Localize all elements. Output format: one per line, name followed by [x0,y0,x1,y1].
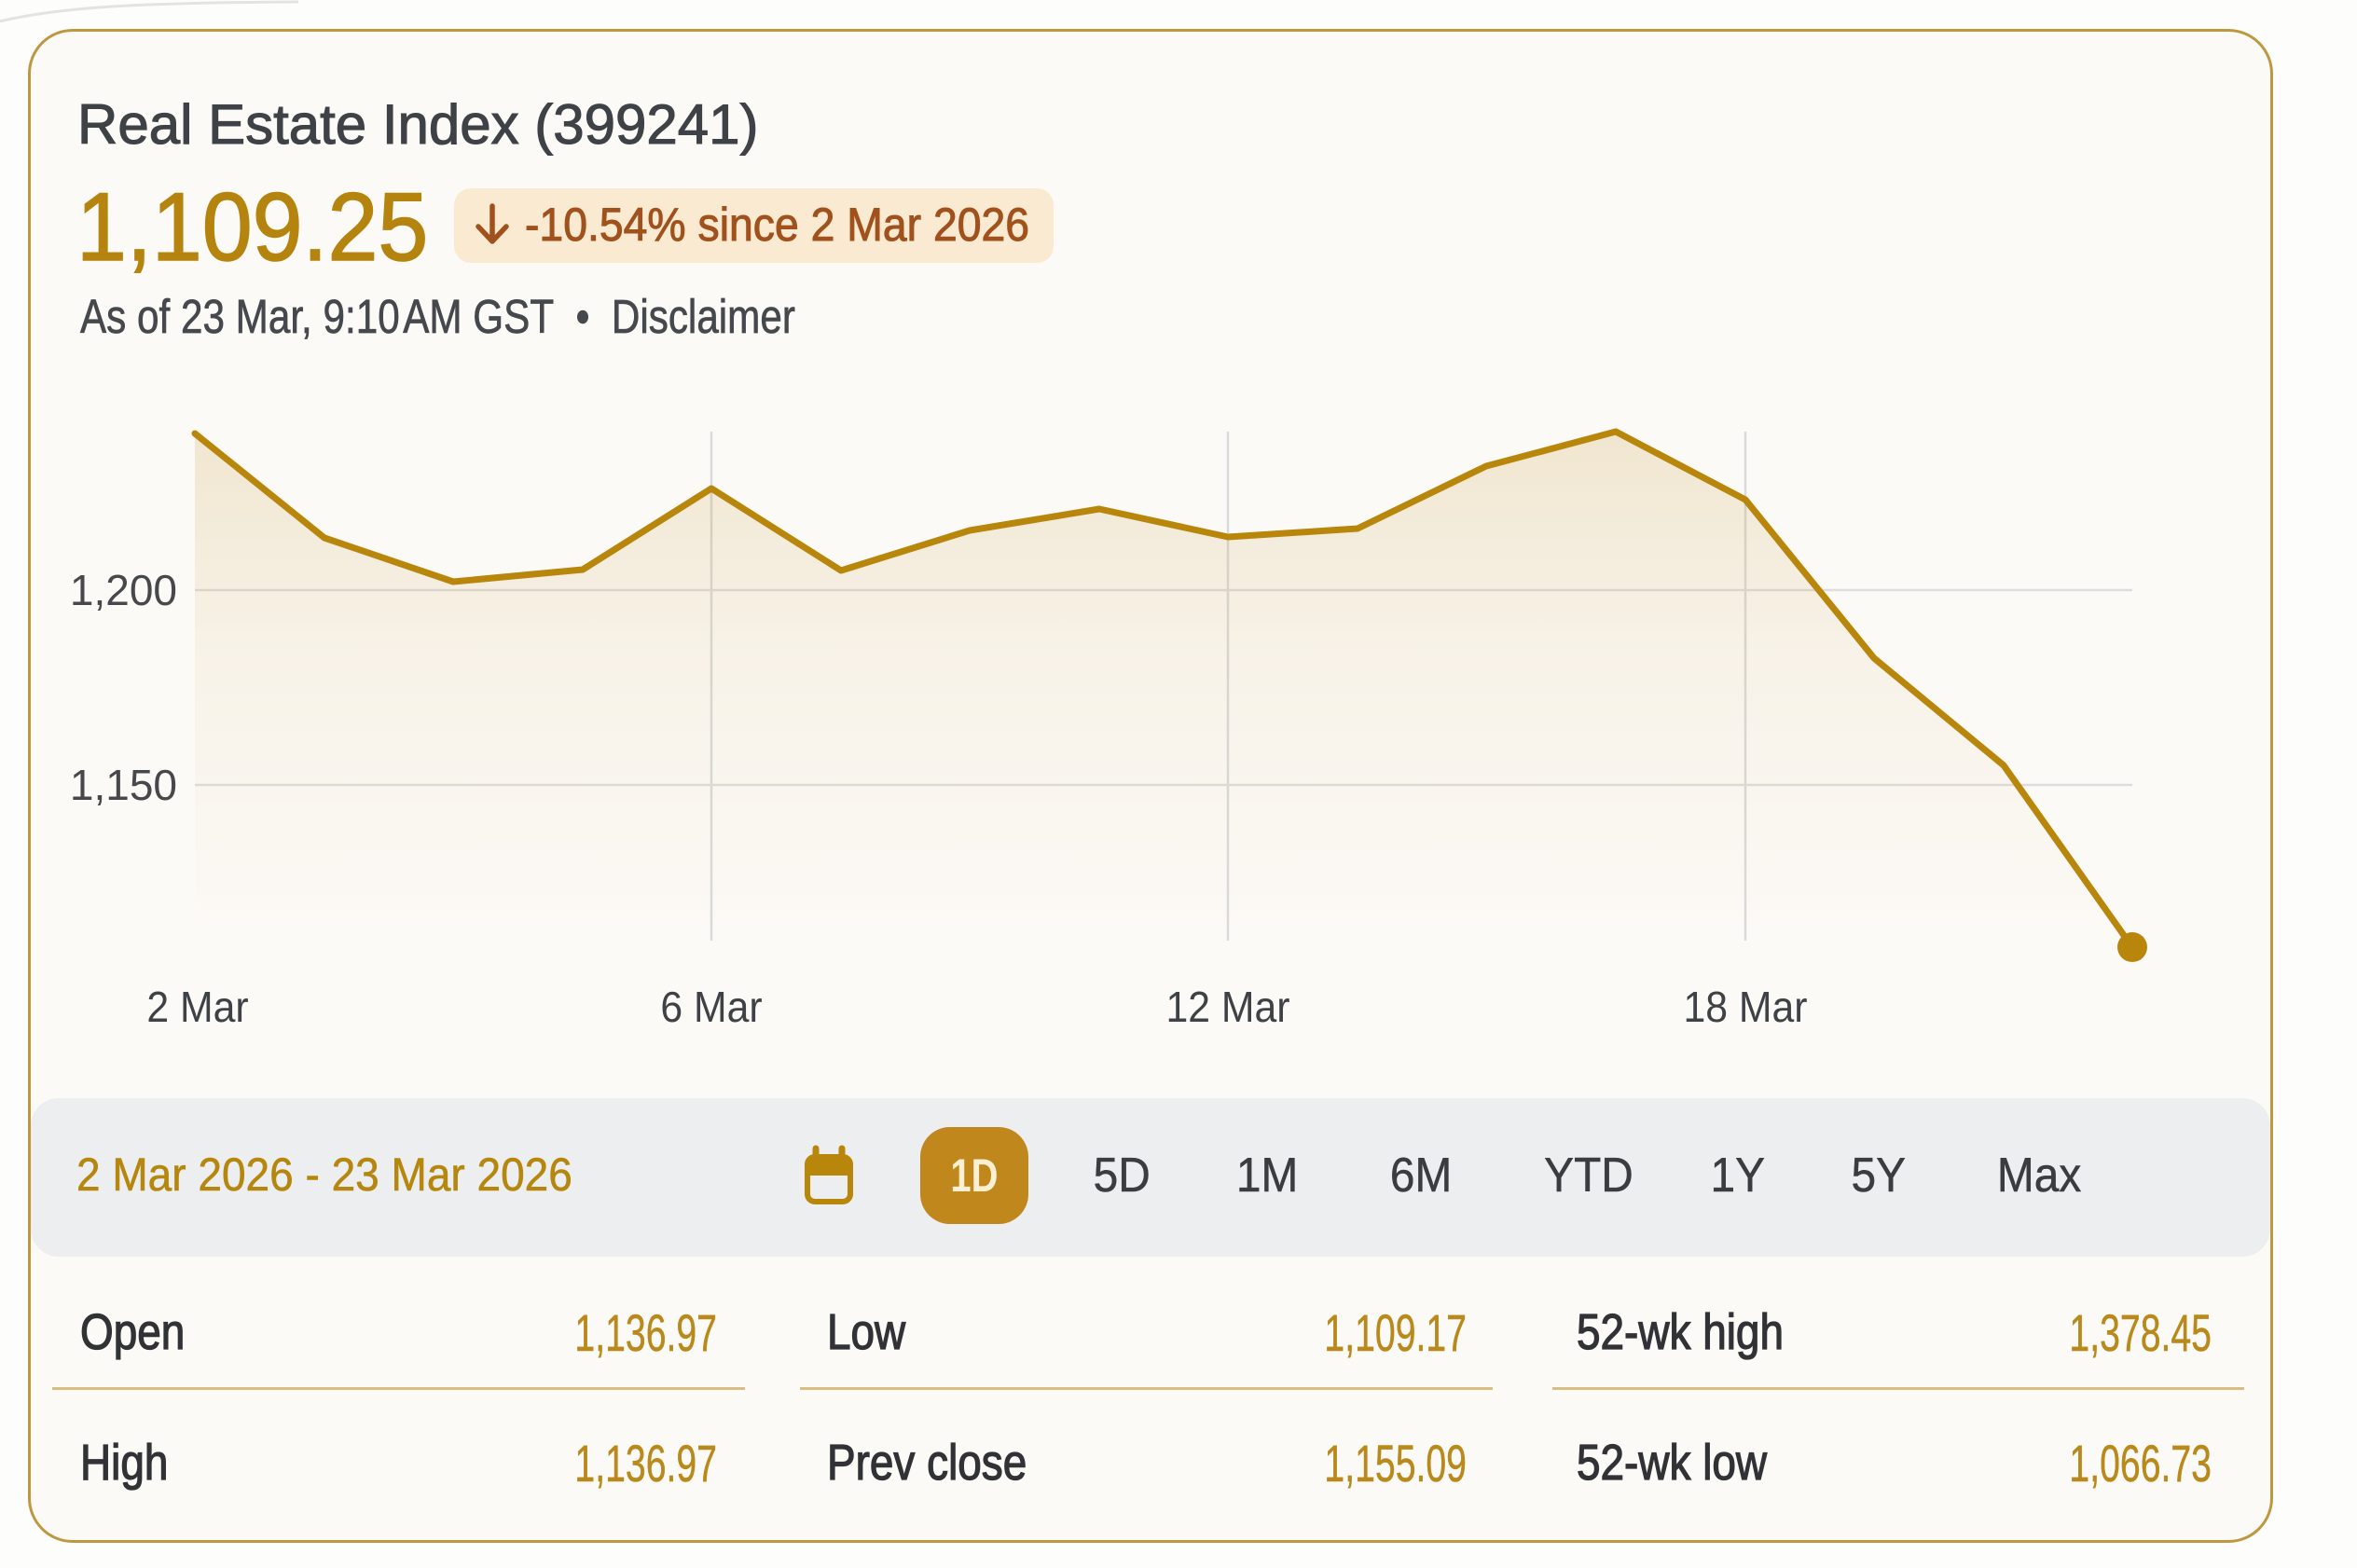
svg-text:2 Mar: 2 Mar [146,984,249,1032]
svg-text:12 Mar: 12 Mar [1165,984,1289,1032]
svg-text:6 Mar: 6 Mar [660,984,763,1032]
svg-text:1,200: 1,200 [70,566,177,614]
svg-text:1,150: 1,150 [70,761,177,809]
svg-text:18 Mar: 18 Mar [1683,984,1807,1032]
